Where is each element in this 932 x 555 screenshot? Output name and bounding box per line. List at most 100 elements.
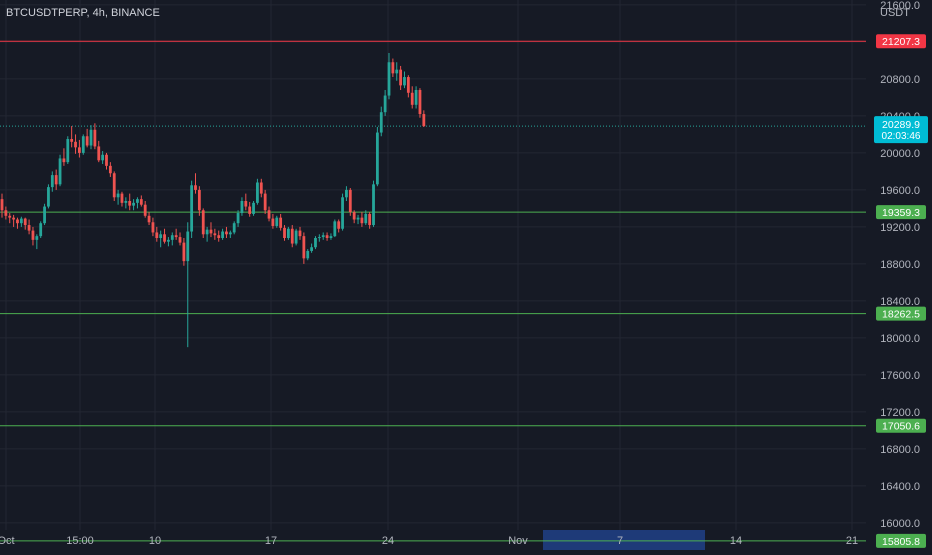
candle[interactable] (271, 213, 275, 229)
candle[interactable] (39, 221, 43, 238)
candle[interactable] (27, 219, 31, 235)
candle[interactable] (217, 230, 221, 242)
candle[interactable] (194, 173, 197, 194)
candle[interactable] (58, 154, 62, 187)
candle[interactable] (35, 234, 39, 250)
candle[interactable] (136, 197, 139, 209)
candle[interactable] (19, 216, 23, 227)
candle[interactable] (310, 243, 313, 253)
candle[interactable] (333, 219, 337, 238)
candle[interactable] (286, 226, 290, 240)
candle[interactable] (232, 221, 236, 235)
candle[interactable] (47, 184, 50, 209)
currency-label[interactable]: USDT (880, 7, 910, 19)
candle[interactable] (283, 225, 286, 241)
candle[interactable] (372, 180, 375, 227)
candle[interactable] (124, 197, 128, 209)
candle[interactable] (403, 71, 406, 89)
candle[interactable] (410, 86, 414, 109)
candle[interactable] (337, 219, 341, 233)
candle[interactable] (174, 228, 178, 240)
candle[interactable] (31, 226, 35, 246)
candle[interactable] (54, 169, 58, 190)
candle[interactable] (329, 233, 333, 240)
candle[interactable] (360, 212, 364, 227)
candle[interactable] (167, 237, 170, 247)
candle[interactable] (178, 232, 182, 246)
candle[interactable] (228, 230, 232, 238)
candle[interactable] (128, 193, 132, 211)
candle[interactable] (267, 206, 271, 222)
candle[interactable] (259, 178, 263, 198)
candle[interactable] (16, 217, 19, 229)
candle[interactable] (74, 134, 77, 154)
candle[interactable] (93, 123, 97, 150)
candle[interactable] (248, 201, 252, 217)
candle[interactable] (341, 193, 344, 231)
candle[interactable] (325, 232, 329, 241)
candle[interactable] (78, 139, 81, 158)
candle[interactable] (101, 151, 105, 164)
candle[interactable] (414, 86, 418, 109)
candle[interactable] (406, 75, 410, 98)
candle[interactable] (139, 195, 143, 207)
candle[interactable] (197, 186, 201, 216)
candle[interactable] (116, 189, 120, 205)
candle[interactable] (252, 201, 255, 216)
candle[interactable] (352, 210, 356, 224)
candle[interactable] (163, 228, 166, 244)
candle[interactable] (182, 238, 186, 266)
candle[interactable] (132, 199, 135, 211)
candle[interactable] (279, 213, 283, 231)
candle[interactable] (422, 110, 426, 127)
candle[interactable] (395, 62, 399, 81)
candle[interactable] (213, 228, 217, 240)
candle[interactable] (12, 214, 16, 227)
candle[interactable] (155, 226, 159, 242)
candle[interactable] (23, 217, 27, 230)
candle[interactable] (256, 178, 259, 205)
candle[interactable] (89, 125, 93, 150)
candle[interactable] (0, 193, 4, 218)
candle[interactable] (85, 128, 89, 148)
candle[interactable] (97, 140, 101, 163)
candle[interactable] (186, 222, 190, 348)
candle[interactable] (105, 152, 108, 170)
candle[interactable] (66, 136, 70, 164)
candle[interactable] (379, 106, 383, 137)
candle[interactable] (62, 148, 66, 166)
candle[interactable] (151, 217, 155, 237)
candle[interactable] (43, 203, 46, 226)
candle[interactable] (368, 212, 372, 229)
candle[interactable] (306, 249, 310, 261)
candle[interactable] (244, 193, 248, 211)
candle[interactable] (317, 234, 321, 242)
candle[interactable] (170, 232, 174, 246)
candle[interactable] (321, 232, 325, 240)
time-axis[interactable]: Oct 15:00 10 17 24 Nov 7 14 21 (0, 535, 858, 547)
candle[interactable] (159, 230, 163, 248)
candle[interactable] (345, 186, 348, 201)
candle[interactable] (263, 189, 267, 214)
candle[interactable] (364, 210, 368, 226)
candle[interactable] (387, 53, 391, 100)
candle[interactable] (290, 225, 294, 248)
candle[interactable] (120, 191, 124, 207)
candle[interactable] (240, 197, 244, 216)
candle[interactable] (391, 58, 395, 78)
candle[interactable] (298, 226, 302, 240)
candle[interactable] (375, 127, 379, 187)
candle[interactable] (399, 65, 403, 90)
candle[interactable] (50, 171, 54, 192)
candle[interactable] (81, 134, 85, 155)
candle[interactable] (147, 212, 151, 226)
candle[interactable] (70, 126, 74, 148)
horizontal-levels[interactable] (0, 0, 866, 542)
candle[interactable] (302, 232, 306, 264)
candle[interactable] (383, 90, 387, 116)
candle[interactable] (275, 215, 279, 228)
candle[interactable] (314, 236, 317, 250)
candle[interactable] (348, 188, 352, 216)
